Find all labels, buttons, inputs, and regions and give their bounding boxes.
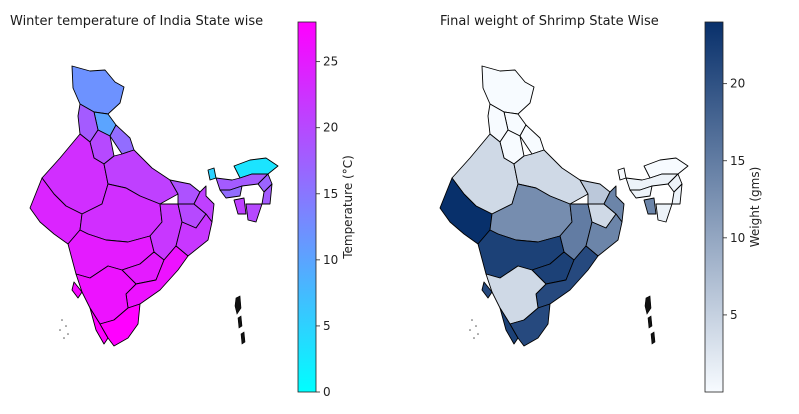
temperature-region-jammu-kashmir	[71, 65, 125, 115]
shrimp-weight-region-goa	[481, 281, 493, 299]
temperature-region-goa	[71, 281, 83, 299]
temperature-region-sikkim	[207, 167, 217, 181]
shrimp-weight-region-sikkim	[617, 167, 627, 181]
temperature-region-uttarakhand	[109, 124, 135, 155]
shrimp-weight-region-tripura	[643, 197, 657, 215]
temperature-region-tripura	[233, 197, 247, 215]
shrimp-weight-region-kerala	[499, 307, 519, 345]
shrimp-weight-map	[439, 65, 689, 347]
temperature-map	[29, 65, 279, 347]
shrimp-weight-region-uttar-pradesh	[513, 149, 589, 205]
temperature-island-0	[234, 295, 242, 315]
temperature-region-kerala	[89, 307, 109, 345]
temperature-region-uttar-pradesh	[103, 149, 179, 205]
temperature-islet-4	[63, 337, 65, 339]
temperature-islet-3	[67, 333, 69, 335]
temperature-colorbar-label: Temperature (°C)	[341, 155, 355, 260]
temperature-colorbar-tick-label: 20	[323, 121, 338, 135]
shrimp-weight-region-tamil-nadu	[509, 303, 551, 347]
left-map-title: Winter temperature of India State wise	[10, 14, 264, 29]
shrimp-weight-islet-1	[475, 325, 477, 327]
temperature-island-1	[237, 315, 243, 329]
temperature-islet-2	[59, 329, 61, 331]
shrimp-weight-colorbar	[704, 21, 724, 393]
shrimp-weight-islet-3	[477, 333, 479, 335]
shrimp-weight-region-uttarakhand	[519, 124, 545, 155]
temperature-islet-0	[61, 319, 63, 321]
right-map-title: Final weight of Shrimp State Wise	[440, 14, 659, 29]
temperature-colorbar-tick-label: 10	[323, 253, 338, 267]
temperature-region-tamil-nadu	[99, 303, 141, 347]
shrimp-weight-islet-4	[473, 337, 475, 339]
temperature-colorbar-tick-label: 0	[323, 385, 331, 399]
shrimp-weight-colorbar-tick-label: 15	[730, 154, 745, 168]
shrimp-weight-colorbar-label: Weight (gms)	[748, 167, 762, 248]
temperature-colorbar	[297, 21, 317, 393]
shrimp-weight-islet-0	[471, 319, 473, 321]
temperature-island-2	[240, 331, 246, 345]
shrimp-weight-region-mizoram	[655, 203, 673, 223]
temperature-colorbar-tick-label: 15	[323, 187, 338, 201]
shrimp-weight-island-1	[647, 315, 653, 329]
shrimp-weight-island-2	[650, 331, 656, 345]
shrimp-weight-colorbar-tick-label: 10	[730, 231, 745, 245]
temperature-colorbar-tick-label: 5	[323, 319, 331, 333]
shrimp-weight-colorbar-tick-label: 20	[730, 77, 745, 91]
temperature-colorbar-tick-label: 25	[323, 55, 338, 69]
temperature-region-mizoram	[245, 203, 263, 223]
shrimp-weight-region-meghalaya	[629, 185, 653, 199]
shrimp-weight-region-jammu-kashmir	[481, 65, 535, 115]
shrimp-weight-colorbar-tick-label: 5	[730, 308, 738, 322]
temperature-region-meghalaya	[219, 185, 243, 199]
temperature-region-manipur	[261, 183, 273, 205]
shrimp-weight-region-manipur	[671, 183, 683, 205]
temperature-islet-1	[65, 325, 67, 327]
shrimp-weight-islet-2	[469, 329, 471, 331]
shrimp-weight-island-0	[644, 295, 652, 315]
